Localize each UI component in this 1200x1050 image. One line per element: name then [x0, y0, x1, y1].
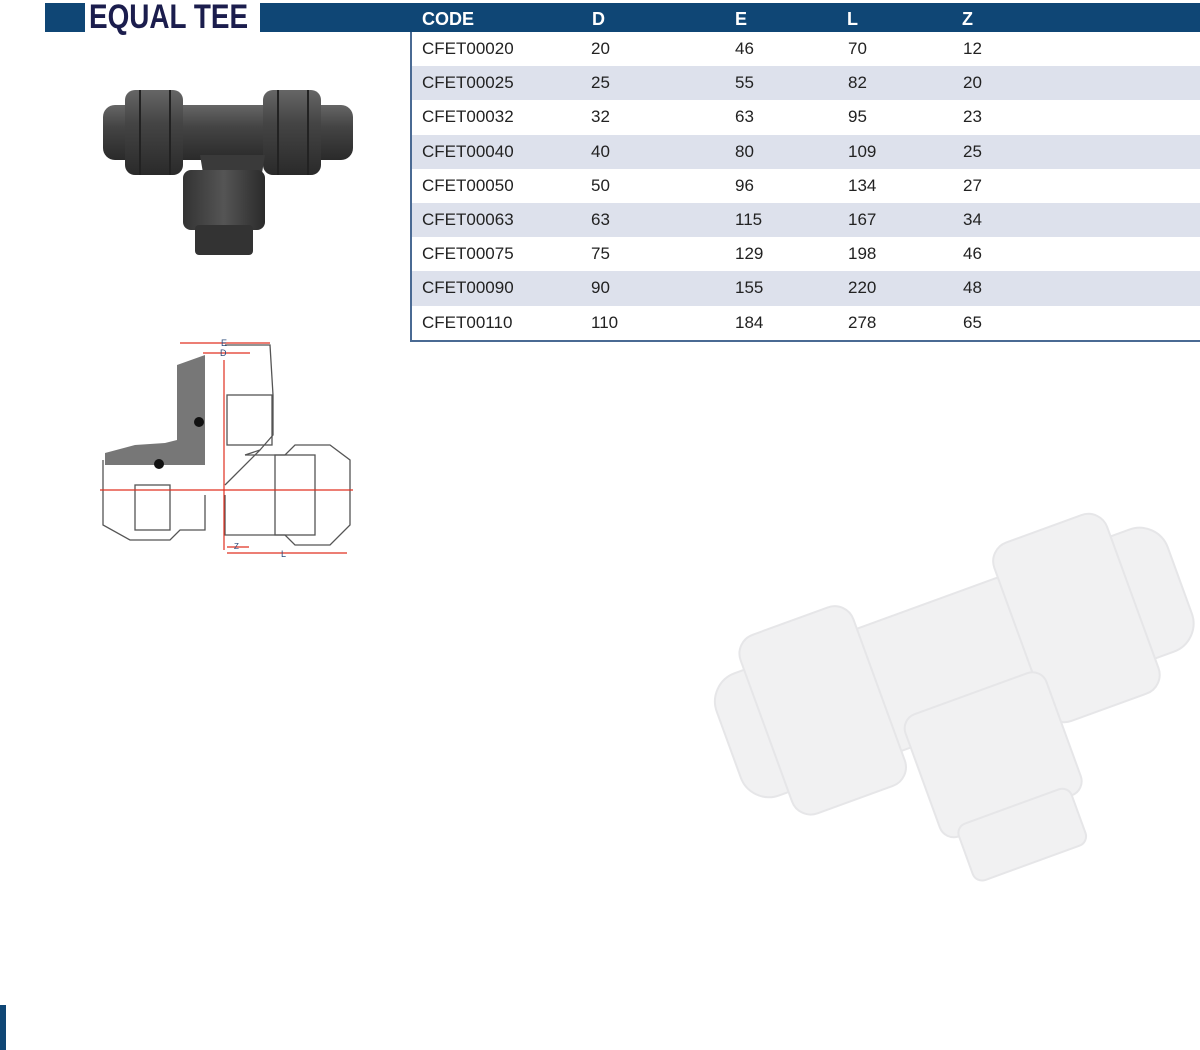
- table-row: CFET00075 75 129 198 46: [412, 237, 1200, 271]
- cell-code: CFET00110: [422, 312, 513, 332]
- cell-d: 50: [591, 175, 610, 195]
- cell-e: 155: [735, 278, 764, 298]
- cell-l: 70: [848, 39, 867, 58]
- cell-z: 27: [963, 175, 982, 195]
- label-z: Z: [234, 542, 239, 551]
- cell-d: 90: [591, 278, 610, 298]
- cell-z: 23: [963, 107, 982, 127]
- header-accent-block: [45, 3, 85, 32]
- cell-d: 110: [591, 312, 619, 332]
- cell-l: 167: [848, 209, 877, 229]
- cell-l: 134: [848, 175, 877, 195]
- cell-e: 96: [735, 175, 754, 195]
- dimension-table: CFET00020 20 46 70 12 CFET00025 25 55 82 20 CFET00…: [410, 32, 1200, 342]
- cell-code: CFET00025: [422, 73, 514, 93]
- cell-code: CFET00040: [422, 141, 514, 161]
- cell-z: 65: [963, 312, 982, 332]
- cell-e: 55: [735, 73, 754, 93]
- cell-l: 198: [848, 244, 877, 264]
- table-row: CFET00063 63 115 167 34: [412, 202, 1200, 238]
- product-photo-tee: [103, 90, 353, 255]
- label-d: D: [220, 348, 227, 358]
- label-e: E: [221, 338, 227, 348]
- cell-d: 25: [591, 73, 610, 93]
- cell-z: 34: [963, 209, 982, 229]
- table-row: CFET00040 40 80 109 25: [412, 134, 1200, 169]
- cell-e: 129: [735, 244, 764, 264]
- cell-code: CFET00020: [422, 39, 514, 58]
- table-row: CFET00020 20 46 70 12: [412, 32, 1200, 66]
- technical-drawing: E D Z L: [100, 338, 353, 559]
- col-header-e: E: [735, 9, 748, 29]
- col-header-d: D: [592, 9, 605, 29]
- cell-z: 25: [963, 141, 982, 161]
- col-header-l: L: [847, 9, 858, 29]
- cell-l: 220: [848, 278, 877, 298]
- label-l: L: [281, 549, 286, 559]
- page-edge-accent: [0, 1005, 6, 1050]
- table-row: CFET00032 32 63 95 23: [412, 100, 1200, 134]
- table-row: CFET00050 50 96 134 27: [412, 169, 1200, 203]
- table-header-bar: CODE D E L Z: [260, 3, 1200, 32]
- cell-e: 63: [735, 107, 754, 127]
- cell-e: 184: [735, 312, 764, 332]
- col-header-code: CODE: [422, 9, 475, 29]
- cell-z: 48: [963, 278, 982, 298]
- cell-code: CFET00090: [422, 278, 514, 298]
- cell-d: 20: [591, 39, 610, 58]
- cell-l: 95: [848, 107, 867, 127]
- cell-z: 12: [963, 39, 982, 58]
- cell-code: CFET00075: [422, 244, 514, 264]
- table-row: CFET00090 90 155 220 48: [412, 271, 1200, 306]
- background-tee-watermark: [713, 512, 1195, 882]
- cell-code: CFET00050: [422, 175, 514, 195]
- cell-code: CFET00063: [422, 209, 514, 229]
- col-header-z: Z: [962, 9, 973, 29]
- cell-l: 278: [848, 312, 877, 332]
- cell-z: 20: [963, 73, 982, 93]
- cell-e: 80: [735, 141, 754, 161]
- cell-e: 115: [735, 209, 763, 229]
- cell-d: 63: [591, 209, 610, 229]
- cell-e: 46: [735, 39, 754, 58]
- cell-l: 109: [848, 141, 877, 161]
- cell-d: 32: [591, 107, 610, 127]
- cell-d: 40: [591, 141, 610, 161]
- cell-l: 82: [848, 73, 867, 93]
- cell-code: CFET00032: [422, 107, 514, 127]
- page-title: EQUAL TEE: [89, 0, 249, 36]
- cell-z: 46: [963, 244, 982, 264]
- table-row: CFET00025 25 55 82 20: [412, 66, 1200, 101]
- table-row: CFET00110 110 184 278 65: [412, 306, 1200, 340]
- cell-d: 75: [591, 244, 610, 264]
